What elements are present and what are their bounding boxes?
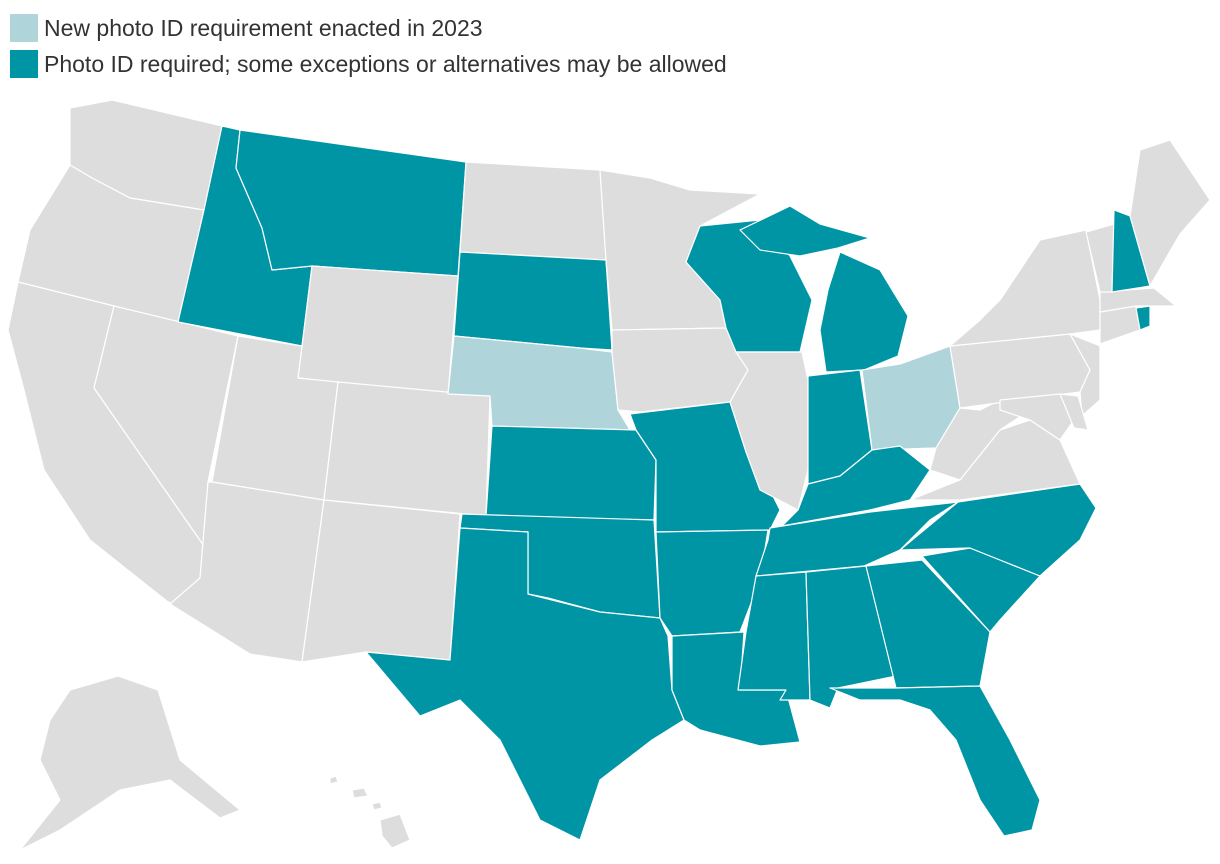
state-ia <box>611 327 749 413</box>
state-hi <box>329 775 411 849</box>
state-mi-upper <box>739 205 871 257</box>
legend: New photo ID requirement enacted in 2023… <box>10 10 727 82</box>
state-il <box>729 351 809 511</box>
state-ky <box>781 445 931 527</box>
legend-swatch-photo-id <box>10 50 38 78</box>
state-me <box>1129 139 1211 287</box>
state-fl <box>829 685 1041 837</box>
state-ga <box>865 559 991 689</box>
state-ak <box>19 675 241 851</box>
state-co <box>323 381 491 517</box>
legend-item-new-2023: New photo ID requirement enacted in 2023 <box>10 10 727 46</box>
state-nc <box>899 483 1097 577</box>
legend-item-photo-id: Photo ID required; some exceptions or al… <box>10 46 727 82</box>
state-ny <box>949 229 1101 347</box>
legend-label-new-2023: New photo ID requirement enacted in 2023 <box>44 14 483 41</box>
state-ct <box>1099 305 1141 345</box>
state-tx <box>365 527 685 841</box>
state-ks <box>485 425 657 521</box>
legend-swatch-new-2023 <box>10 14 38 42</box>
state-mt <box>235 129 467 277</box>
state-ma <box>1099 287 1177 313</box>
state-de <box>1059 393 1089 431</box>
state-sd <box>453 251 613 351</box>
legend-label-photo-id: Photo ID required; some exceptions or al… <box>44 50 727 77</box>
state-wy <box>297 265 459 395</box>
state-ri <box>1135 305 1151 331</box>
state-nd <box>459 161 607 261</box>
state-mi-lower <box>819 251 909 373</box>
state-nm <box>301 499 461 663</box>
